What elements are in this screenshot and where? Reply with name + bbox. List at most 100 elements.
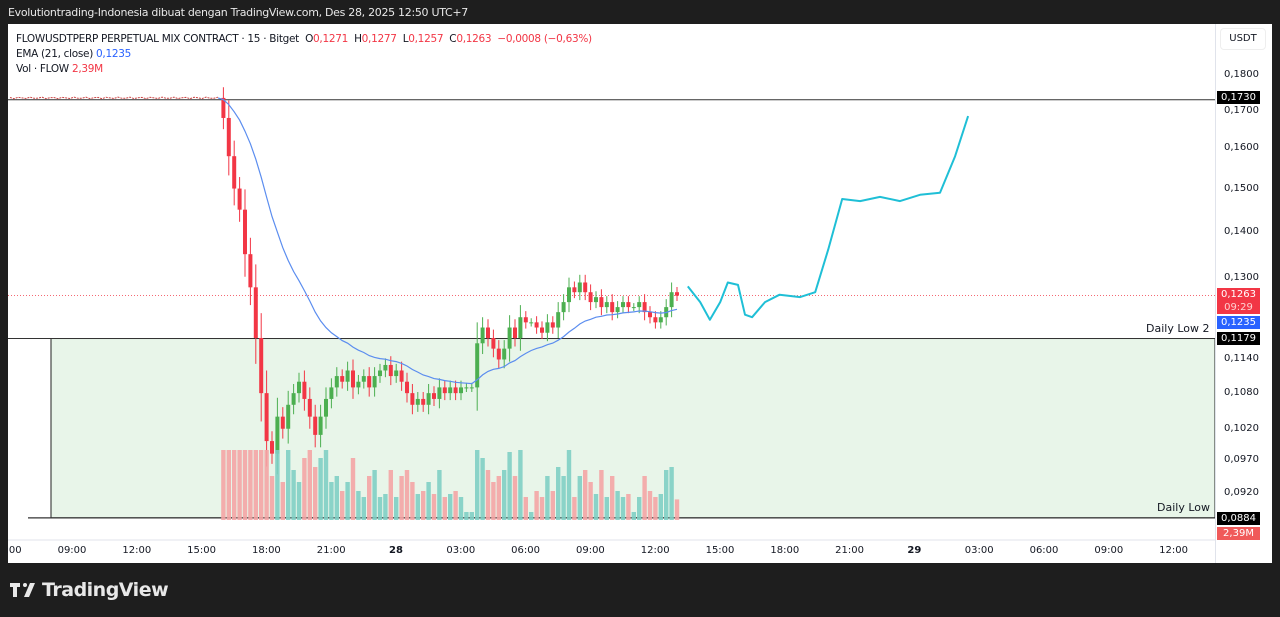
candle-body	[286, 404, 291, 429]
candle-body	[545, 322, 550, 333]
time-label: 06:00	[0, 545, 22, 556]
volume-bar	[275, 450, 280, 520]
candle-body	[594, 297, 598, 303]
volume-bar	[620, 497, 626, 520]
volume-bar	[550, 491, 555, 520]
time-label: 09:00	[57, 545, 87, 556]
candle-body	[577, 282, 582, 293]
price-tick: 0,1700	[1224, 104, 1259, 116]
candle-body	[464, 387, 469, 389]
volume-bar	[334, 476, 339, 520]
price-tick: 0,1800	[1224, 69, 1259, 80]
countdown-text: 09:29	[1224, 302, 1253, 313]
high-value: 0,1277	[361, 33, 397, 45]
volume-bar	[356, 491, 361, 520]
symbol-name[interactable]: FLOWUSDTPERP PERPETUAL MIX CONTRACT · 15…	[16, 33, 299, 45]
candle-body	[583, 282, 588, 293]
ema-value: 0,1235	[96, 48, 131, 60]
price-tick: 0,1080	[1224, 387, 1259, 399]
time-label: 06:00	[1029, 545, 1059, 556]
time-label: 03:00	[446, 545, 476, 556]
low-label: L	[402, 33, 409, 45]
close-label: C	[449, 33, 457, 45]
volume-bar	[286, 450, 291, 520]
price-tick: 0,1400	[1224, 225, 1259, 237]
candle-body	[588, 292, 593, 303]
volume-bar	[566, 450, 572, 520]
volume-bar	[448, 494, 453, 520]
candle-body	[410, 393, 415, 405]
volume-bar	[458, 497, 464, 520]
low-value: 0,1257	[408, 33, 444, 45]
candle-body	[307, 398, 312, 417]
time-label: 03:00	[964, 545, 994, 556]
candle-body	[340, 376, 345, 382]
volume-bar	[269, 476, 275, 520]
time-label: 06:00	[511, 545, 541, 556]
volume-bar	[259, 450, 264, 520]
volume-bar	[232, 450, 237, 520]
candle-body	[356, 381, 361, 388]
change-value: −0,0008 (−0,63%)	[497, 33, 592, 45]
daily-low-2-label: Daily Low 2	[1146, 322, 1210, 335]
volume-bar	[442, 497, 447, 520]
volume-bar	[588, 482, 593, 520]
candle-body	[540, 327, 544, 333]
currency-button[interactable]: USDT	[1220, 28, 1266, 50]
candle-body	[405, 381, 409, 394]
volume-bar	[388, 470, 393, 520]
price-axis[interactable]	[1215, 24, 1272, 563]
volume-bar	[502, 470, 507, 520]
volume-bar	[593, 494, 599, 520]
price-tick: 0,0970	[1224, 454, 1259, 466]
daily-low-badge: 0,0884	[1217, 512, 1260, 525]
candle-body	[550, 322, 555, 328]
price-tick: 0,1600	[1224, 142, 1259, 154]
time-label: 18:00	[251, 545, 281, 556]
candle-body	[399, 370, 404, 382]
volume-bar	[507, 452, 512, 520]
volume-bar	[313, 467, 318, 520]
daily-low-2-badge: 0,1179	[1217, 332, 1260, 345]
candle-body	[388, 364, 393, 377]
volume-bar	[642, 476, 647, 520]
candle-body	[631, 307, 636, 309]
volume-bar	[361, 497, 366, 520]
candle-body	[529, 322, 534, 324]
daily-low-badge-text: 0,0884	[1221, 513, 1256, 524]
candle-body	[324, 398, 328, 417]
candle-body	[453, 387, 458, 394]
volume-bar	[529, 512, 534, 520]
legend-ema-row[interactable]: EMA (21, close) 0,1235	[16, 47, 592, 62]
volume-bar	[367, 476, 372, 520]
candle-body	[232, 156, 237, 189]
volume-bar	[556, 467, 561, 520]
candle-body	[367, 376, 372, 388]
time-label: 29	[907, 545, 922, 556]
volume-bar	[653, 497, 658, 520]
candle-body	[648, 312, 652, 318]
pre-drop-candles	[9, 96, 219, 100]
volume-bar	[383, 494, 388, 520]
candle-body	[361, 376, 366, 382]
price-tick: 0,1300	[1224, 271, 1259, 283]
candle-body	[437, 387, 442, 399]
legend-volume-row[interactable]: Vol · FLOW 2,39M	[16, 62, 592, 77]
ema-line	[217, 97, 678, 385]
candle-body	[426, 393, 431, 405]
volume-badge: 2,39M	[1217, 527, 1260, 540]
attribution-text: Evolutiontrading-Indonesia dibuat dengan…	[8, 6, 468, 19]
candle-body	[469, 387, 474, 389]
volume-bar	[264, 450, 269, 520]
price-tick: 0,0920	[1224, 487, 1259, 498]
candle-body	[653, 317, 658, 323]
candle-body	[621, 302, 625, 308]
volume-bar	[512, 476, 518, 520]
time-label: 28	[389, 545, 403, 556]
legend-symbol-row: FLOWUSDTPERP PERPETUAL MIX CONTRACT · 15…	[16, 32, 592, 47]
volume-bar	[599, 470, 604, 520]
volume-bar	[340, 491, 345, 520]
price-tick: 0,1020	[1224, 422, 1259, 434]
time-label: 12:00	[1159, 545, 1189, 556]
